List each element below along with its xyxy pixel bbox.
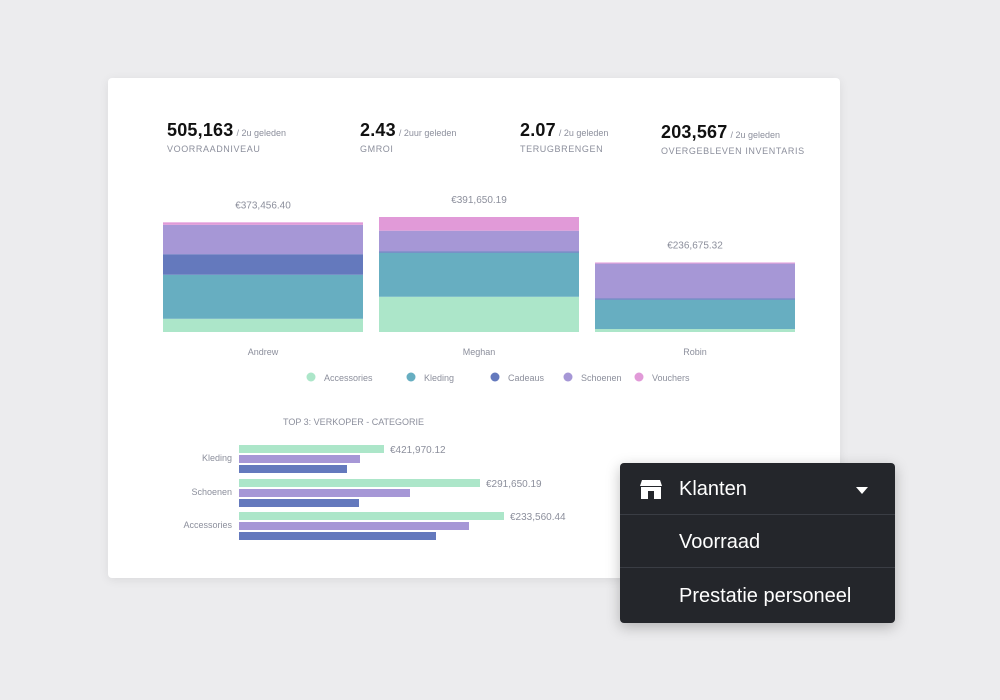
hbar	[239, 489, 410, 497]
bar-total-label: €373,456.40	[235, 200, 291, 211]
hbar-value-label: €291,650.19	[486, 479, 542, 490]
hbar	[239, 465, 347, 473]
store-icon	[640, 480, 662, 499]
kpi-value: 2.07	[520, 120, 556, 140]
bar-segment	[379, 296, 579, 332]
kpi-time: / 2u geleden	[236, 128, 287, 138]
bar-segment	[163, 222, 363, 225]
x-tick-label: Robin	[683, 347, 707, 357]
legend-marker	[634, 372, 644, 382]
kpi-label: TERUGBRENGEN	[520, 144, 604, 154]
bar-segment	[163, 224, 363, 255]
legend-marker	[306, 372, 316, 382]
dashboard-card: 505,163/ 2u geleden VOORRAADNIVEAU 2.43/…	[108, 78, 840, 578]
dropdown-item-prestatie-personeel[interactable]: Prestatie personeel	[620, 570, 895, 622]
hbar	[239, 479, 480, 487]
dropdown-selected[interactable]: Klanten	[620, 463, 895, 515]
kpi-terugbrengen: 2.07/ 2u geleden TERUGBRENGEN	[520, 120, 608, 154]
bar-segment	[595, 329, 795, 332]
kpi-label: OVERGEBLEVEN INVENTARIS	[661, 146, 805, 156]
kpi-time: / 2u geleden	[730, 130, 781, 140]
dropdown-item-label: Voorraad	[679, 531, 761, 553]
hbar	[239, 532, 436, 540]
legend-label: Cadeaus	[508, 373, 545, 383]
bar-segment	[379, 217, 579, 231]
kpi-value: 203,567	[661, 122, 728, 142]
bar-segment	[379, 251, 579, 253]
hbar-value-label: €421,970.12	[390, 445, 446, 456]
legend-label: Schoenen	[581, 373, 622, 383]
kpi-gmroi: 2.43/ 2uur geleden GMROI	[360, 120, 456, 154]
legend-marker	[490, 372, 500, 382]
kpi-value: 2.43	[360, 120, 396, 140]
legend-marker	[563, 372, 573, 382]
dropdown-item-voorraad[interactable]: Voorraad	[620, 516, 895, 568]
bar-segment	[595, 263, 795, 299]
hbar	[239, 522, 469, 530]
bar-segment	[595, 298, 795, 300]
legend-label: Vouchers	[652, 373, 690, 383]
kpi-time: / 2u geleden	[558, 128, 609, 138]
charts-area: €373,456.40 Andrew €391,650.19 Meghan €236,6…	[163, 195, 795, 540]
hbar	[239, 445, 384, 453]
bar-segment	[163, 254, 363, 275]
chart-title: TOP 3: VERKOPER - CATEGORIE	[283, 417, 424, 427]
dropdown-menu: Klanten Voorraad Prestatie personeel	[620, 463, 895, 623]
legend-label: Kleding	[424, 373, 454, 383]
y-tick-label: Accessories	[183, 520, 232, 530]
y-tick-label: Kleding	[202, 453, 232, 463]
kpi-value: 505,163	[167, 120, 234, 140]
legend-marker	[406, 372, 416, 382]
bar-total-label: €236,675.32	[667, 241, 723, 252]
bar-segment	[163, 318, 363, 332]
bar-segment	[379, 252, 579, 297]
hbar-value-label: €233,560.44	[510, 512, 566, 523]
kpi-label: GMROI	[360, 144, 394, 154]
kpi-voorraadniveau: 505,163/ 2u geleden VOORRAADNIVEAU	[167, 120, 286, 154]
hbar	[239, 512, 504, 520]
dropdown-selected-label: Klanten	[679, 478, 747, 500]
kpi-overgebleven-inventaris: 203,567/ 2u geleden OVERGEBLEVEN INVENTA…	[661, 122, 805, 156]
kpi-label: VOORRAADNIVEAU	[167, 144, 261, 154]
hbar	[239, 499, 359, 507]
bar-segment	[595, 262, 795, 264]
kpi-time: / 2uur geleden	[398, 128, 457, 138]
legend-label: Accessories	[324, 373, 373, 383]
y-tick-label: Schoenen	[191, 487, 232, 497]
bar-segment	[595, 299, 795, 330]
hbar	[239, 455, 360, 463]
bar-segment	[379, 230, 579, 252]
bar-total-label: €391,650.19	[451, 195, 507, 206]
x-tick-label: Andrew	[248, 347, 279, 357]
x-tick-label: Meghan	[463, 347, 496, 357]
bar-segment	[163, 274, 363, 319]
dropdown-item-label: Prestatie personeel	[679, 585, 852, 607]
chevron-down-icon[interactable]	[856, 487, 868, 494]
